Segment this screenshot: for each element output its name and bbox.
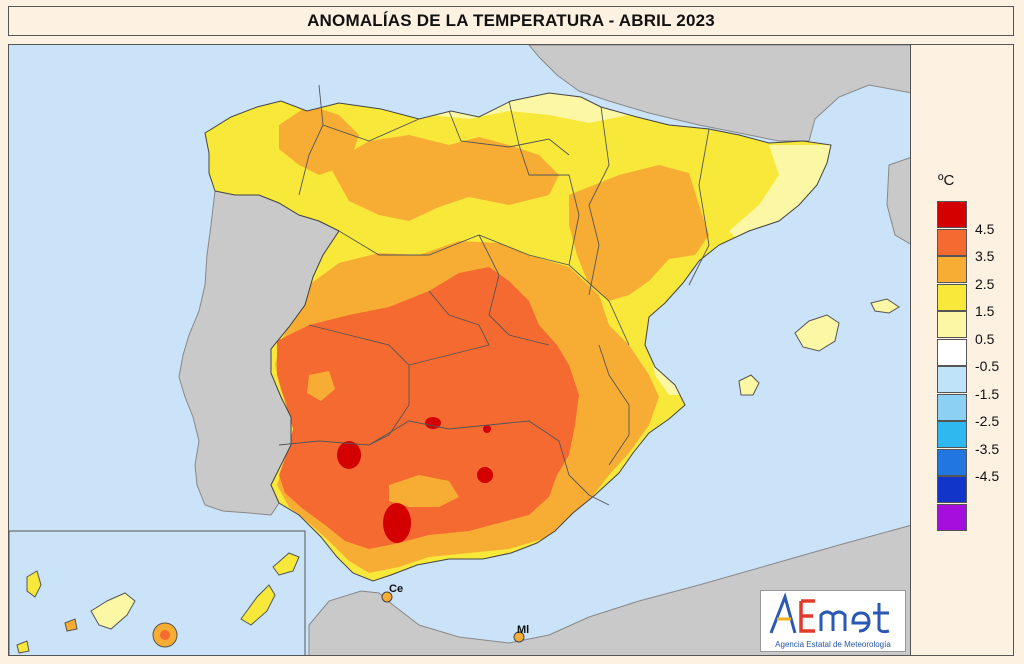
fuerteventura xyxy=(240,584,276,626)
legend-color-box xyxy=(937,448,967,476)
logo-e2 xyxy=(851,611,871,633)
inset-frame xyxy=(9,530,306,655)
legend-label: 4.5 xyxy=(975,220,995,237)
map-frame: Ce Ml xyxy=(8,44,911,656)
tenerife xyxy=(90,592,136,630)
legend-color-box xyxy=(937,201,967,228)
title-bar: ANOMALÍAS DE LA TEMPERATURA - ABRIL 2023 xyxy=(8,6,1014,36)
france-landmass xyxy=(528,45,910,142)
legend-color-box xyxy=(937,338,967,366)
legend-color-box xyxy=(937,311,967,338)
logo-t xyxy=(873,603,890,634)
legend-label: 3.5 xyxy=(975,248,995,264)
la-palma xyxy=(26,570,42,598)
zone-above-4-5-b xyxy=(383,503,411,543)
ceuta-marker xyxy=(381,591,393,603)
menorca xyxy=(870,298,900,314)
ceuta-label: Ce xyxy=(389,583,403,595)
zone-above-4-5-e xyxy=(483,425,491,433)
zone-3-5-to-4-5 xyxy=(277,267,579,549)
logo-m xyxy=(819,610,847,631)
zone-hole-1 xyxy=(389,475,459,507)
legend-color-box xyxy=(937,421,967,448)
legend-color-box xyxy=(937,256,967,283)
legend-label: 2.5 xyxy=(975,275,995,292)
legend-label: -1.5 xyxy=(975,385,1000,402)
la-gomera xyxy=(64,618,78,632)
legend-label: 0.5 xyxy=(975,330,995,347)
melilla-marker xyxy=(513,631,525,643)
legend-label: -2.5 xyxy=(975,413,1000,429)
gran-canaria-core xyxy=(160,630,170,640)
legend-label: 1.5 xyxy=(975,303,995,319)
ibiza xyxy=(738,374,760,396)
melilla-label: Ml xyxy=(517,624,529,636)
north-africa-landmass xyxy=(308,525,910,655)
logo-subtitle: Agencia Estatal de Meteorología xyxy=(775,640,891,649)
zone-2-5-to-3-5-galicia xyxy=(279,105,359,175)
el-hierro xyxy=(16,640,30,654)
balearic-islands xyxy=(738,298,900,396)
zone-2-5-to-3-5-ebro xyxy=(569,165,709,301)
zone-hole-2 xyxy=(307,371,335,401)
legend-color-box xyxy=(937,228,967,256)
legend-color-box xyxy=(937,366,967,393)
aemet-logo: Agencia Estatal de Meteorología xyxy=(760,590,906,652)
legend-color-box xyxy=(937,393,967,421)
legend-label: -3.5 xyxy=(975,440,1000,457)
anomaly-map: Ce Ml xyxy=(9,45,910,655)
regional-borders xyxy=(278,84,710,506)
aemet-logo-mark xyxy=(769,592,890,634)
zone-0-5-to-1-5-east xyxy=(729,145,831,241)
logo-e xyxy=(799,599,815,633)
canary-islands-inset xyxy=(9,530,306,655)
legend-label: -4.5 xyxy=(975,468,1000,484)
zone-above-4-5-d xyxy=(477,467,493,483)
zone-2-5-to-3-5-north xyxy=(329,135,559,221)
legend-color-box xyxy=(937,503,967,531)
map-title: ANOMALÍAS DE LA TEMPERATURA - ABRIL 2023 xyxy=(307,11,715,30)
zone-above-4-5-a xyxy=(337,441,361,469)
legend-label: -0.5 xyxy=(975,358,1000,374)
mallorca xyxy=(794,314,840,352)
city-ceuta: Ce xyxy=(381,583,403,603)
sardinia-landmass xyxy=(886,157,910,245)
legend-color-box xyxy=(937,476,967,503)
city-melilla: Ml xyxy=(513,624,529,643)
logo-a-stroke xyxy=(769,592,797,634)
spain-outline xyxy=(204,92,832,582)
legend-color-box xyxy=(937,283,967,311)
zone-above-4-5-c xyxy=(425,417,441,429)
legend-unit: ºC xyxy=(938,172,955,189)
lanzarote xyxy=(272,552,300,576)
